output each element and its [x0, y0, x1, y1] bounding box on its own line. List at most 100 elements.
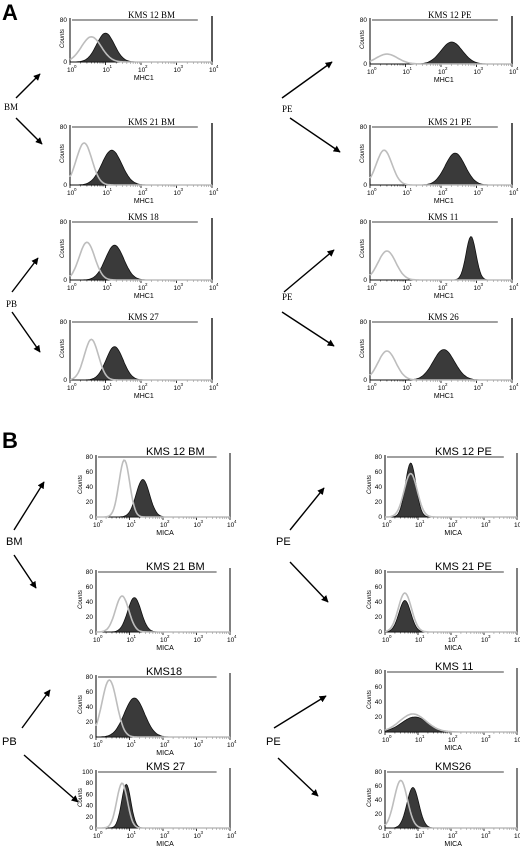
control-histogram [96, 459, 230, 518]
arrow-up [273, 695, 327, 729]
x-tick-label: 10 [93, 833, 101, 840]
x-axis-label: MICA [156, 645, 174, 652]
y-tick-label: 80 [360, 124, 368, 131]
x-tick-exponent: 4 [216, 64, 219, 69]
side-label-group: PE [276, 487, 329, 603]
x-tick-label: 10 [438, 385, 446, 392]
plot-title: KMS 12 BM [128, 10, 175, 20]
control-histogram [384, 779, 517, 829]
x-tick-exponent: 3 [181, 187, 184, 192]
histogram-plot: KMS 11100101102103104020406080CountsMICA [367, 661, 520, 752]
x-tick-exponent: 3 [488, 634, 491, 639]
x-tick-exponent: 4 [234, 739, 237, 744]
arrow-up [11, 257, 39, 293]
x-tick-label: 10 [474, 285, 482, 292]
x-tick-label: 10 [448, 637, 456, 644]
control-histogram [69, 35, 212, 63]
x-tick-exponent: 1 [410, 382, 413, 387]
x-tick-label: 10 [174, 385, 182, 392]
arrow-down [289, 117, 341, 153]
stained-histogram [70, 346, 212, 381]
x-tick-exponent: 2 [445, 382, 448, 387]
stained-histogram [370, 236, 512, 281]
y-tick-label: 80 [86, 674, 94, 681]
stained-histogram [370, 152, 512, 186]
control-histogram [69, 338, 212, 381]
x-tick-label: 10 [382, 737, 390, 744]
x-tick-label: 10 [138, 67, 146, 74]
x-axis-label: MHC1 [134, 293, 154, 300]
x-tick-exponent: 1 [134, 739, 137, 744]
y-tick-label: 80 [375, 769, 383, 776]
x-tick-label: 10 [138, 285, 146, 292]
x-tick-exponent: 1 [134, 634, 137, 639]
panel-letter-b: B [2, 428, 18, 453]
arrow-down [15, 117, 43, 145]
y-tick-label: 60 [86, 584, 94, 591]
histogram-plot: KMS 12 PE100101102103104020406080CountsM… [367, 446, 520, 537]
side-label: PE [266, 736, 281, 748]
x-axis-label: MHC1 [434, 77, 454, 84]
x-tick-label: 10 [367, 385, 375, 392]
side-label-group: PE [281, 249, 335, 347]
x-axis-label: MHC1 [134, 198, 154, 205]
y-tick-label: 60 [86, 791, 94, 798]
x-tick-exponent: 3 [181, 64, 184, 69]
x-tick-label: 10 [509, 190, 517, 197]
y-tick-label: 60 [375, 684, 383, 691]
x-tick-exponent: 1 [134, 830, 137, 835]
x-tick-label: 10 [403, 285, 411, 292]
x-tick-label: 10 [194, 742, 202, 749]
y-tick-label: 60 [86, 469, 94, 476]
x-tick-exponent: 2 [445, 187, 448, 192]
x-tick-label: 10 [160, 637, 168, 644]
x-tick-label: 10 [227, 637, 235, 644]
x-axis-label: MHC1 [134, 75, 154, 82]
y-tick-label: 40 [375, 797, 383, 804]
control-histogram [96, 595, 230, 633]
x-tick-label: 10 [67, 190, 75, 197]
x-tick-exponent: 2 [167, 830, 170, 835]
axis-lines [369, 220, 512, 281]
x-tick-exponent: 0 [374, 187, 377, 192]
x-tick-label: 10 [514, 522, 520, 529]
x-tick-label: 10 [367, 190, 375, 197]
y-tick-label: 80 [375, 569, 383, 576]
x-tick-label: 10 [403, 385, 411, 392]
y-tick-label: 80 [86, 569, 94, 576]
stained-histogram [96, 597, 230, 633]
x-tick-label: 10 [127, 742, 135, 749]
x-tick-label: 10 [227, 833, 235, 840]
x-tick-label: 10 [93, 522, 101, 529]
plot-title: KMS 11 [428, 212, 458, 222]
axis-lines [69, 320, 212, 381]
y-tick-label: 0 [63, 59, 67, 66]
arrow-down [23, 754, 79, 803]
side-label: PB [6, 299, 17, 309]
x-tick-label: 10 [227, 742, 235, 749]
y-axis-label: Counts [60, 29, 66, 48]
plot-title: KMS 26 [428, 312, 459, 322]
histogram-plot: KMS 12 BM100101102103104020406080CountsM… [78, 446, 237, 537]
x-tick-label: 10 [474, 190, 482, 197]
control-histogram [369, 250, 512, 281]
y-tick-label: 80 [60, 17, 68, 24]
x-tick-exponent: 0 [100, 830, 103, 835]
x-tick-label: 10 [93, 637, 101, 644]
axis-lines [69, 220, 212, 281]
x-axis-label: MICA [444, 530, 462, 537]
arrow-up [15, 73, 41, 99]
control-histogram [385, 472, 517, 518]
histogram-plots: KMS 12 BM100101102103104080CountsMHC1KMS… [60, 10, 520, 848]
x-tick-exponent: 4 [216, 187, 219, 192]
y-tick-label: 0 [378, 729, 382, 736]
axis-lines [95, 770, 230, 829]
x-tick-label: 10 [67, 385, 75, 392]
x-tick-label: 10 [367, 69, 375, 76]
y-axis-label: Counts [367, 788, 373, 807]
x-tick-exponent: 3 [488, 734, 491, 739]
y-tick-label: 20 [375, 499, 383, 506]
